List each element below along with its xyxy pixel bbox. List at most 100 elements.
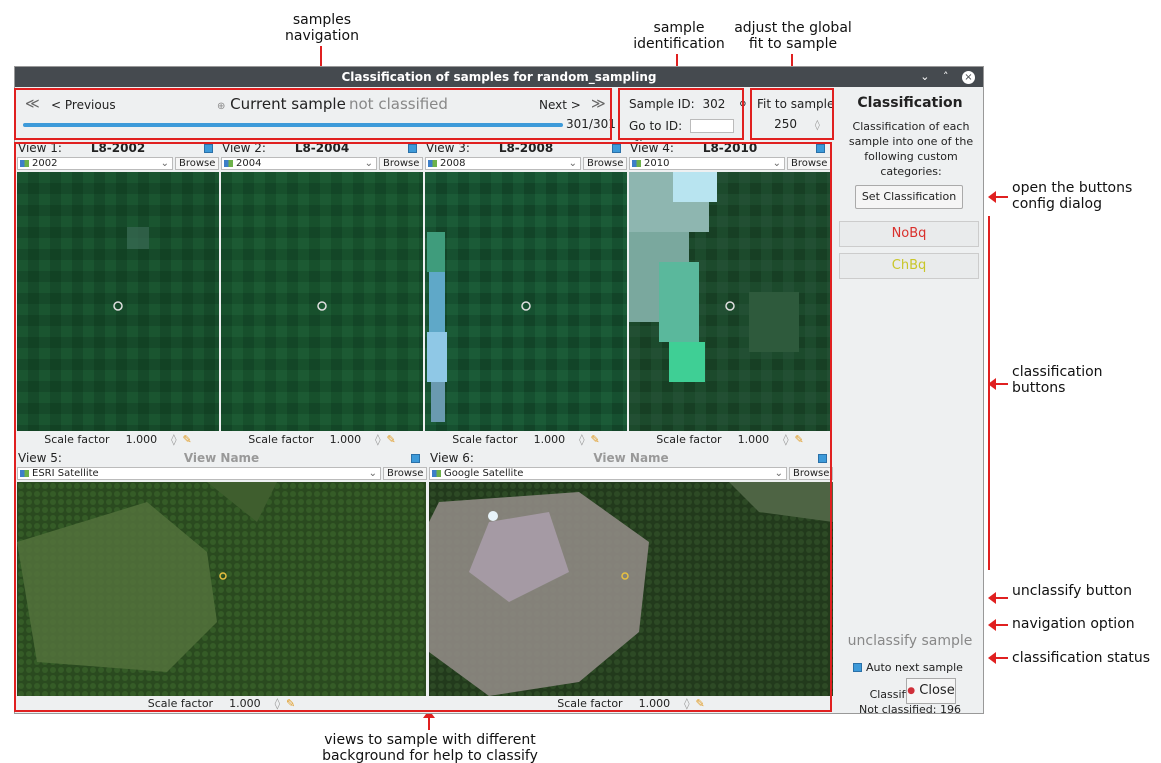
annotation-sample-identification: sample identification [633,20,725,52]
layer-select[interactable]: Google Satellite ⌄ [429,467,787,480]
spin-icon[interactable]: ◊ [579,433,585,446]
scale-factor-value[interactable]: 1.000 [125,433,158,446]
annotation-class-buttons-bracket [988,216,990,570]
auto-next-checkbox[interactable] [853,663,862,672]
landsat-image [17,172,219,431]
goto-id-input[interactable] [689,119,734,133]
annotation-arrow-navoption [988,619,1008,631]
view-2: View 2: L8-2004 2004 ⌄ Browse Scale factor 1… [221,141,424,449]
fit-scale-spinbox[interactable]: 250 ◊ [763,117,831,133]
minimize-icon[interactable]: ⌄ [920,70,930,83]
previous-button[interactable]: < Previous [51,98,116,112]
sample-marker-icon [521,301,531,311]
spin-icon[interactable]: ◊ [171,433,177,446]
view-enabled-checkbox[interactable] [816,144,825,153]
category-button-nobq[interactable]: NoBq [839,221,979,247]
spin-icon[interactable]: ◊ [375,433,381,446]
browse-button[interactable]: Browse [383,467,428,480]
set-classification-button[interactable]: Set Classification [855,185,963,209]
fit-to-sample-panel: Fit to sample 250 ◊ [753,89,837,137]
spin-icon[interactable]: ◊ [274,697,281,710]
wand-icon[interactable]: ✎ [182,433,192,446]
view-enabled-checkbox[interactable] [612,144,621,153]
annotation-unclassify-button: unclassify button [1012,583,1132,599]
classification-description: Classification of each sample into one o… [848,120,974,178]
map-canvas[interactable] [17,172,219,431]
view-enabled-checkbox[interactable] [408,144,417,153]
view-enabled-checkbox[interactable] [818,454,827,463]
layer-select[interactable]: 2008 ⌄ [425,157,581,170]
goto-id-label: Go to ID: [629,119,683,133]
wand-icon[interactable]: ✎ [695,697,705,710]
view-1: View 1: L8-2002 2002 ⌄ Browse Scale factor 1… [17,141,220,449]
chevron-down-icon: ⌄ [772,158,781,169]
scale-factor-value[interactable]: 1.000 [329,433,362,446]
scale-factor-label: Scale factor [656,433,722,446]
landsat-image [425,172,627,431]
sample-marker-icon [113,301,123,311]
view-label: View 6: [430,451,474,465]
map-canvas[interactable] [221,172,423,431]
wand-icon[interactable]: ✎ [286,697,296,710]
satellite-image [17,482,426,696]
layer-select[interactable]: 2010 ⌄ [629,157,785,170]
annotation-arrow-unclassify [988,592,1008,604]
scale-factor-value[interactable]: 1.000 [533,433,566,446]
last-sample-button[interactable]: ≫ [591,96,606,112]
close-window-icon[interactable]: × [962,71,975,84]
auto-next-label: Auto next sample [866,661,963,674]
sample-marker-icon [317,301,327,311]
scale-factor-row: Scale factor 1.000 ◊ ✎ [221,432,423,448]
progress-text: 301/301 [566,117,616,131]
sample-id-label: Sample ID: [629,97,695,111]
view-3: View 3: L8-2008 2008 ⌄ Browse Scale factor 1… [425,141,628,449]
layer-select[interactable]: 2002 ⌄ [17,157,173,170]
view-name: L8-2002 [90,141,146,155]
category-button-chbq[interactable]: ChBq [839,253,979,279]
next-button[interactable]: Next > [539,98,581,112]
unclassify-button[interactable]: unclassify sample [847,633,973,649]
map-canvas[interactable] [629,172,831,431]
view-enabled-checkbox[interactable] [204,144,213,153]
view-enabled-checkbox[interactable] [411,454,420,463]
browse-button[interactable]: Browse [789,467,834,480]
wand-icon[interactable]: ✎ [794,433,804,446]
annotation-adjust-fit: adjust the global fit to sample [734,20,852,52]
satellite-image [429,482,833,696]
window-title: Classification of samples for random_sam… [341,70,657,84]
key-icon[interactable]: ⚲ [739,100,747,111]
samples-navigation: ≪ < Previous ⊕ Current sample not classi… [17,89,621,135]
chevron-down-icon: ⌄ [568,158,577,169]
wand-icon[interactable]: ✎ [590,433,600,446]
spin-icon[interactable]: ◊ [684,697,690,710]
fit-to-sample-button[interactable]: Fit to sample [757,97,835,111]
browse-button[interactable]: Browse [379,157,424,170]
title-bar: Classification of samples for random_sam… [15,67,983,87]
map-canvas[interactable] [17,482,426,696]
map-canvas[interactable] [429,482,833,696]
maximize-icon[interactable]: ˄ [943,70,949,83]
map-canvas[interactable] [425,172,627,431]
current-sample-button[interactable]: ⊕ Current sample [217,95,346,113]
layer-value: 2008 [440,158,466,169]
view-label: View 4: [630,141,674,155]
chevron-down-icon: ⌄ [774,468,783,479]
annotation-arrow-views [423,710,435,730]
wand-icon[interactable]: ✎ [386,433,396,446]
close-button[interactable]: ● Close [906,678,956,704]
spin-icon[interactable]: ◊ [783,433,789,446]
layer-select[interactable]: 2004 ⌄ [221,157,377,170]
browse-button[interactable]: Browse [787,157,832,170]
views-area: View 1: L8-2002 2002 ⌄ Browse Scale factor 1… [17,141,834,713]
browse-button[interactable]: Browse [175,157,220,170]
scale-factor-value[interactable]: 1.000 [638,697,671,710]
scale-factor-value[interactable]: 1.000 [737,433,770,446]
first-sample-button[interactable]: ≪ [25,96,40,112]
layer-select[interactable]: ESRI Satellite ⌄ [17,467,381,480]
view-4: View 4: L8-2010 2010 ⌄ Browse Scale factor 1… [629,141,832,449]
annotation-navigation-option: navigation option [1012,616,1135,632]
scale-factor-value[interactable]: 1.000 [229,697,261,710]
auto-next-toggle[interactable]: Auto next sample [853,661,963,674]
browse-button[interactable]: Browse [583,157,628,170]
view-name: View Name [183,451,260,465]
